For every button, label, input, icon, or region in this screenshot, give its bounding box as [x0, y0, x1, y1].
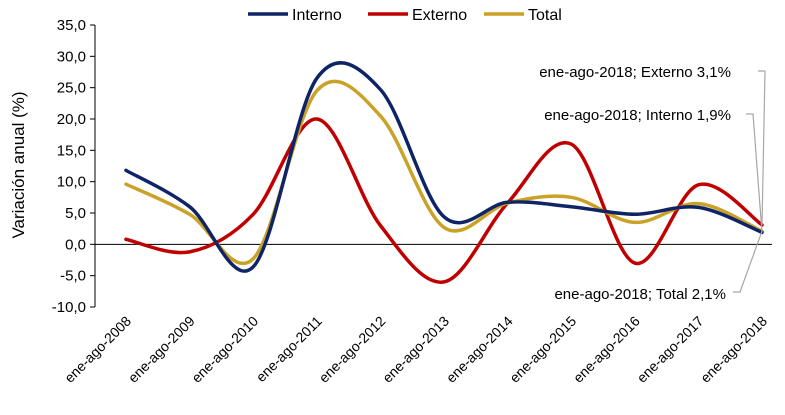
legend: Interno Externo Total — [248, 7, 562, 24]
x-tick-label: ene-ago-2011 — [253, 313, 325, 385]
x-tick-label: ene-ago-2008 — [61, 313, 134, 386]
y-tick-label: 10,0 — [57, 174, 86, 191]
legend-label-total: Total — [528, 7, 562, 24]
annotation-label-total: ene-ago-2018; Total 2,1% — [554, 286, 726, 303]
x-tick-label: ene-ago-2013 — [379, 313, 452, 386]
y-tick-label: -5,0 — [60, 268, 86, 285]
x-tick-label: ene-ago-2018 — [697, 313, 770, 386]
legend-label-externo: Externo — [412, 7, 467, 24]
x-tick-label: ene-ago-2009 — [125, 313, 198, 386]
x-tick-label: ene-ago-2010 — [188, 313, 261, 386]
annotation-leader — [758, 70, 766, 225]
y-axis: -10,0 -5,0 0,0 5,0 10,0 15,0 20,0 25,0 30,0 35,0 — [52, 17, 96, 316]
series-line-externo — [124, 117, 764, 284]
y-tick-label: 25,0 — [57, 80, 86, 97]
y-axis-label: Variación anual (%) — [9, 91, 28, 238]
x-tick-label: ene-ago-2012 — [316, 313, 389, 386]
y-tick-label: 35,0 — [57, 17, 86, 34]
legend-label-interno: Interno — [292, 7, 342, 24]
series-line-interno — [124, 61, 764, 273]
x-tick-label: ene-ago-2014 — [443, 313, 516, 386]
x-tick-label: ene-ago-2016 — [570, 313, 643, 386]
series-lines — [124, 61, 764, 284]
x-tick-label: ene-ago-2015 — [506, 313, 579, 386]
x-tick-label: ene-ago-2017 — [634, 313, 707, 386]
annotations: ene-ago-2018; Externo 3,1% ene-ago-2018; … — [539, 64, 766, 303]
y-tick-label: 15,0 — [57, 142, 86, 159]
y-tick-label: 0,0 — [65, 236, 86, 253]
annotation-leader — [733, 230, 763, 293]
annotation-leader — [746, 113, 763, 233]
y-tick-label: -10,0 — [52, 299, 86, 316]
annotation-label-externo: ene-ago-2018; Externo 3,1% — [539, 64, 731, 81]
y-tick-label: 5,0 — [65, 205, 86, 222]
y-tick-label: 20,0 — [57, 111, 86, 128]
annotation-label-interno: ene-ago-2018; Interno 1,9% — [544, 107, 731, 124]
series-line-total — [124, 79, 764, 266]
x-axis: ene-ago-2008ene-ago-2009ene-ago-2010ene-… — [61, 243, 772, 386]
y-tick-label: 30,0 — [57, 48, 86, 65]
